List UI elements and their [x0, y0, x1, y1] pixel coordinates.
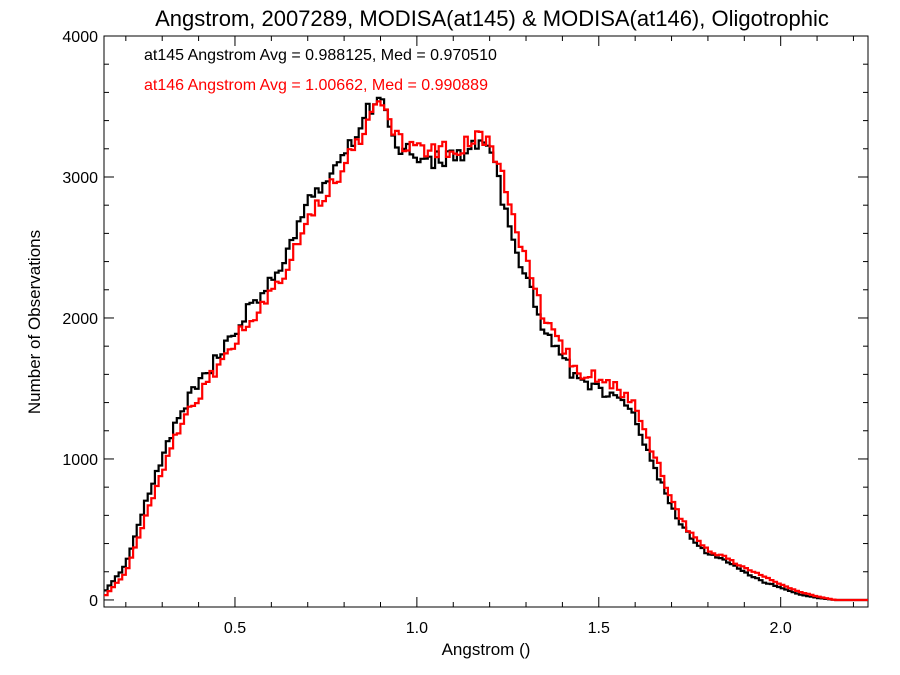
x-tick-label: 1.0: [406, 620, 428, 637]
chart-title: Angstrom, 2007289, MODISA(at145) & MODIS…: [155, 6, 829, 31]
y-axis-label: Number of Observations: [25, 230, 44, 414]
axis-ticks: 0.5 1.0 1.5 2.0 0 1000 2000 3000 4000: [62, 29, 868, 637]
annotation-at146: at146 Angstrom Avg = 1.00662, Med = 0.99…: [144, 77, 488, 94]
y-tick-label: 3000: [62, 170, 98, 187]
x-tick-label: 0.5: [224, 620, 246, 637]
series-line-0: [104, 96, 868, 602]
x-tick-label: 2.0: [770, 620, 792, 637]
annotation-at145: at145 Angstrom Avg = 0.988125, Med = 0.9…: [144, 47, 497, 64]
y-tick-label: 4000: [62, 29, 98, 46]
y-tick-label: 2000: [62, 311, 98, 328]
y-tick-label: 1000: [62, 452, 98, 469]
series-line-1: [104, 100, 868, 602]
x-tick-label: 1.5: [588, 620, 610, 637]
x-axis-label: Angstrom (): [442, 640, 531, 659]
y-tick-label: 0: [89, 593, 98, 610]
plot-frame: [103, 35, 869, 608]
series-group: [104, 96, 868, 602]
